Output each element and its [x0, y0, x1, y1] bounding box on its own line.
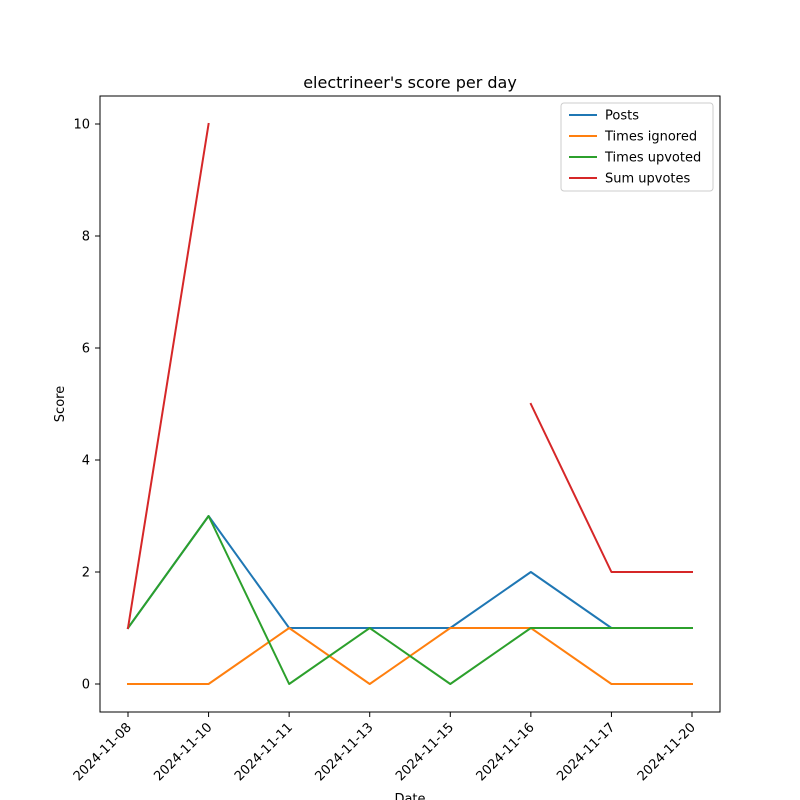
legend-label-2: Times upvoted — [604, 151, 701, 166]
plot-frame — [99, 95, 721, 713]
series-line-0-segment-0 — [126, 515, 693, 630]
y-tick-label-3: 6 — [82, 342, 90, 357]
chart-title: electrineer's score per day — [303, 73, 517, 92]
y-tick-label-0: 0 — [82, 678, 90, 693]
y-tick-label-4: 8 — [82, 230, 90, 245]
y-tick-label-2: 4 — [82, 454, 90, 469]
series-line-3-segment-1 — [529, 402, 693, 573]
series-layer — [126, 122, 693, 685]
y-tick-label-5: 10 — [73, 118, 90, 133]
legend: Posts Times ignored Times upvoted Sum upvot… — [560, 102, 714, 192]
y-tick-label-1: 2 — [82, 566, 90, 581]
legend-label-1: Times ignored — [604, 130, 697, 145]
series-line-3-segment-0 — [126, 122, 210, 630]
y-axis-label: Score — [53, 386, 68, 422]
x-axis-label: Date — [394, 792, 425, 800]
legend-label-3: Sum upvotes — [605, 172, 691, 187]
legend-label-0: Posts — [605, 109, 639, 124]
series-line-2-segment-0 — [126, 515, 693, 685]
legend-box — [560, 102, 714, 192]
